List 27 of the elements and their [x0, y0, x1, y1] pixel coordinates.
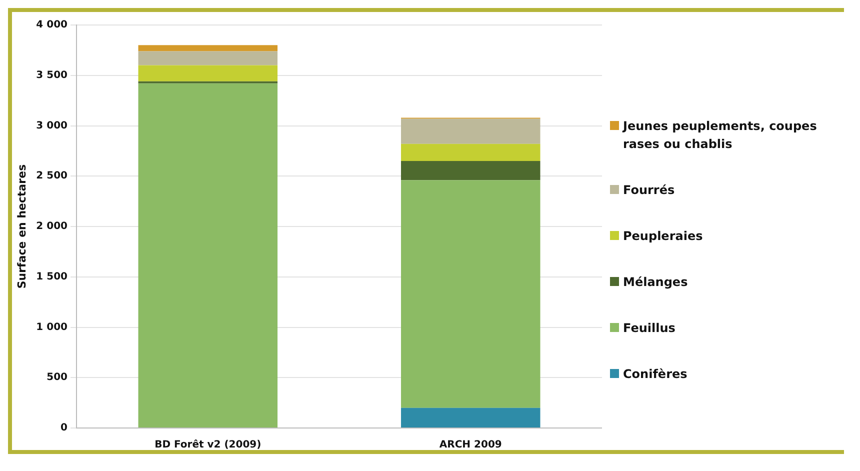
y-tick-label: 1 000	[36, 322, 68, 333]
bar	[138, 51, 278, 66]
y-tick-label: 2 000	[36, 221, 68, 232]
y-tick-label: 2 500	[36, 170, 68, 182]
bar	[401, 118, 540, 144]
legend-label: Peupleraies	[623, 228, 703, 245]
x-tick-label: BD Forêt v2 (2009)	[154, 440, 262, 451]
bar	[138, 83, 278, 428]
bar	[401, 144, 540, 162]
bar	[401, 180, 540, 408]
x-tick-label: ARCH 2009	[439, 440, 502, 451]
bar	[138, 45, 278, 52]
y-tick-label: 1 500	[36, 271, 68, 282]
legend-label: Jeunes peuplements, coupes rases ou chablis	[623, 118, 818, 153]
bar	[138, 65, 278, 82]
y-tick-label: 4 000	[36, 20, 68, 31]
bar	[401, 408, 540, 428]
legend-label: Mélanges	[623, 274, 688, 291]
y-tick-label: 3 000	[36, 120, 68, 132]
y-axis-title: Surface en hectares	[15, 164, 28, 289]
y-tick-label: 3 500	[36, 70, 68, 81]
legend-label: Fourrés	[623, 182, 675, 199]
legend-label: Conifères	[623, 366, 688, 383]
legend-label: Feuillus	[623, 320, 676, 337]
y-tick-label: 500	[46, 372, 68, 384]
bar	[401, 161, 540, 180]
y-tick-label: 0	[60, 422, 68, 434]
